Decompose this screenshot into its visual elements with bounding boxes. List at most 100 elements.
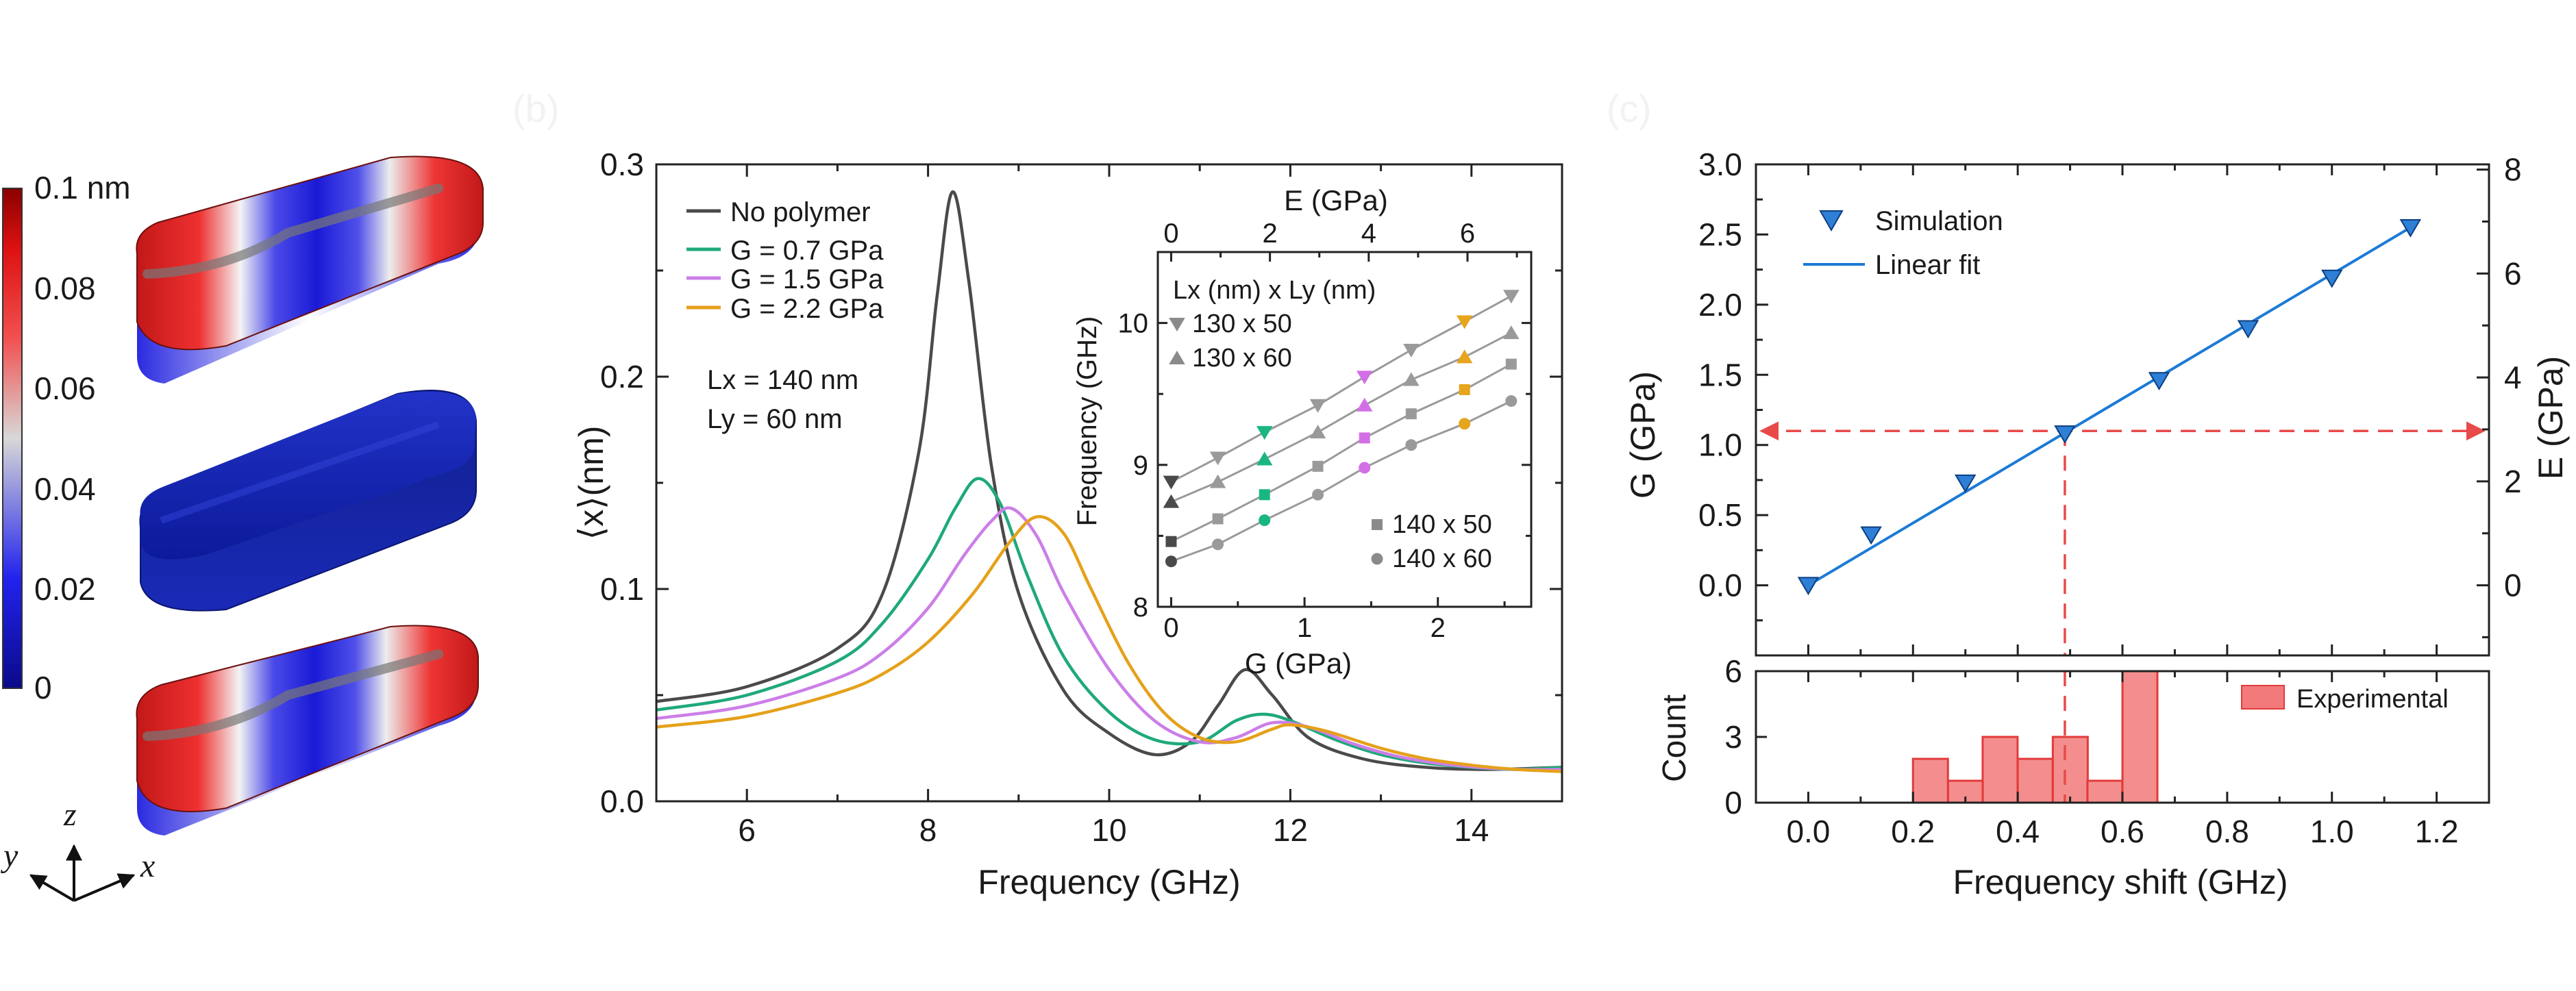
b-series-lines (656, 190, 1563, 773)
inset-point-3-7 (1505, 395, 1518, 407)
b-y-tick-label-2: 0.2 (600, 359, 644, 394)
inset-point-2-6 (1459, 384, 1470, 395)
inset-point-3-5 (1405, 439, 1417, 451)
inset-point-0-1 (1209, 451, 1226, 466)
inset-point-2-2 (1259, 489, 1270, 501)
hist-legend: Experimental (2241, 685, 2449, 714)
inset-point-1-5 (1403, 372, 1420, 386)
inset-line-2 (1170, 363, 1512, 543)
inset-point-3-4 (1359, 462, 1371, 474)
c-linear-fit-line (1807, 226, 2412, 587)
panel-label-c: (c) (1607, 87, 1651, 130)
inset-x-tick-label-1: 1 (1297, 613, 1312, 643)
inset-point-1-7 (1503, 325, 1520, 340)
inset-legend-marker-3 (1371, 553, 1383, 565)
inset-point-2-4 (1359, 432, 1370, 444)
inset-point-1-1 (1209, 474, 1226, 488)
inset-x2-tick-label-3: 6 (1460, 218, 1475, 249)
c-y-tick-label-2: 1.0 (1698, 427, 1742, 463)
c-y-axis-label: G (GPa) (1624, 371, 1662, 499)
mode-shape-middle (139, 390, 477, 612)
inset-point-1-6 (1456, 349, 1473, 364)
b-annotation-lx: Lx = 140 nm (707, 365, 858, 395)
b-legend-item-0: No polymer (686, 197, 871, 227)
hist-bar-5 (2086, 779, 2124, 804)
c-simulation-point-5 (2237, 320, 2259, 339)
c-legend-item-simulation: Simulation (1819, 206, 2003, 236)
inset-y-tick-label-2: 10 (1118, 309, 1149, 339)
inset-point-1-0 (1163, 494, 1180, 508)
colorbar-label-0-08: 0.08 (34, 271, 96, 306)
b-legend-label-1: G = 0.7 GPa (730, 236, 884, 266)
b-series-line-2 (656, 506, 1563, 772)
inset-line-3 (1170, 400, 1512, 563)
triad-z-label: z (63, 796, 77, 833)
hist-y-tick-label-0: 0 (1724, 785, 1742, 820)
inset-legend-label-0: 130 x 50 (1192, 310, 1292, 338)
b-x-tick-label-0: 6 (738, 812, 756, 848)
c-simulation-point-2 (1954, 474, 1977, 493)
inset-point-3-6 (1459, 418, 1471, 430)
hist-x-axis-label: Frequency shift (GHz) (1953, 863, 2288, 901)
c-simulation-point-4 (2148, 372, 2170, 391)
inset-y-axis-label: Frequency (GHz) (1072, 316, 1102, 527)
c-y2-tick-label-2: 4 (2504, 360, 2522, 395)
inset-x2-tick-label-2: 4 (1361, 218, 1376, 249)
c-legend-item-linear-fit: Linear fit (1803, 250, 1980, 280)
inset-point-3-2 (1259, 514, 1271, 527)
c-y-tick-label-0: 0.0 (1698, 568, 1742, 603)
b-y-tick-label-1: 0.1 (600, 571, 644, 607)
colorbar-label-0-04: 0.04 (34, 471, 96, 507)
triad-x-label: x (140, 848, 155, 884)
b-x-tick-label-2: 10 (1091, 812, 1126, 848)
hist-bar-2 (1981, 736, 2019, 804)
b-series-line-1 (656, 477, 1563, 771)
mode-shape-bottom (136, 625, 479, 836)
inset-legend-marker-1 (1169, 351, 1185, 364)
c-simulation-point-1 (1860, 526, 1882, 545)
hist-bar-3 (2016, 757, 2054, 804)
inset-legend-label-2: 140 x 50 (1392, 510, 1492, 539)
c-legend-label-linear-fit: Linear fit (1875, 250, 1980, 280)
inset-point-0-5 (1403, 343, 1420, 357)
c-y-tick-label-5: 2.5 (1698, 216, 1742, 252)
c-legend-label-simulation: Simulation (1875, 206, 2003, 236)
b-x-axis-label: Frequency (GHz) (978, 863, 1240, 901)
c-y2-tick-label-3: 6 (2504, 255, 2522, 291)
c-y2-tick-label-0: 0 (2504, 568, 2522, 603)
colorbar (2, 188, 23, 689)
b-y-tick-label-3: 0.3 (600, 147, 644, 182)
c-y2-tick-label-4: 8 (2504, 152, 2522, 188)
b-legend-item-3: G = 2.2 GPa (686, 294, 884, 324)
c-y-tick-label-3: 1.5 (1698, 357, 1742, 392)
hist-x-tick-label-1: 0.2 (1891, 814, 1935, 849)
c-simulation-point-3 (2054, 425, 2076, 444)
hist-bar-4 (2051, 736, 2089, 804)
hist-y-axis-label: Count (1657, 694, 1693, 782)
c-legend-marker-simulation (1819, 210, 1844, 232)
b-annotation-ly: Ly = 60 nm (707, 404, 843, 434)
hist-bar-0 (1911, 757, 1949, 804)
inset-legend-marker-2 (1372, 519, 1383, 530)
c-legend: Simulation Linear fit (1803, 206, 2003, 280)
b-legend: No polymer G = 0.7 GPa G = 1.5 GPa G = 2… (686, 197, 884, 324)
inset-point-3-0 (1165, 555, 1177, 568)
hist-x-tick-label-2: 0.4 (1996, 814, 2040, 849)
b-x-tick-label-3: 12 (1273, 812, 1308, 848)
hist-legend-label: Experimental (2296, 685, 2449, 714)
inset-point-2-7 (1505, 358, 1517, 370)
inset-point-2-3 (1312, 460, 1324, 472)
b-legend-label-0: No polymer (730, 197, 871, 227)
inset-point-0-7 (1503, 290, 1520, 304)
inset-line-1 (1170, 331, 1512, 503)
inset-x2-tick-label-0: 0 (1163, 218, 1178, 249)
b-inset: 0 1 2 0 2 4 6 8 9 10 G (GPa) E (GPa) Frequency … (1072, 184, 1533, 679)
panel-b-chart: 6 8 10 12 14 0.00.10.20.3 Frequency (GHz) ⟨x… (572, 147, 1563, 901)
b-series-line-0 (656, 190, 1563, 771)
c-simulation-point-7 (2399, 218, 2422, 238)
inset-y-tick-label-1: 9 (1133, 451, 1148, 481)
b-legend-item-2: G = 1.5 GPa (686, 264, 884, 294)
inset-point-3-3 (1312, 488, 1324, 501)
inset-x-tick-label-0: 0 (1163, 613, 1178, 643)
